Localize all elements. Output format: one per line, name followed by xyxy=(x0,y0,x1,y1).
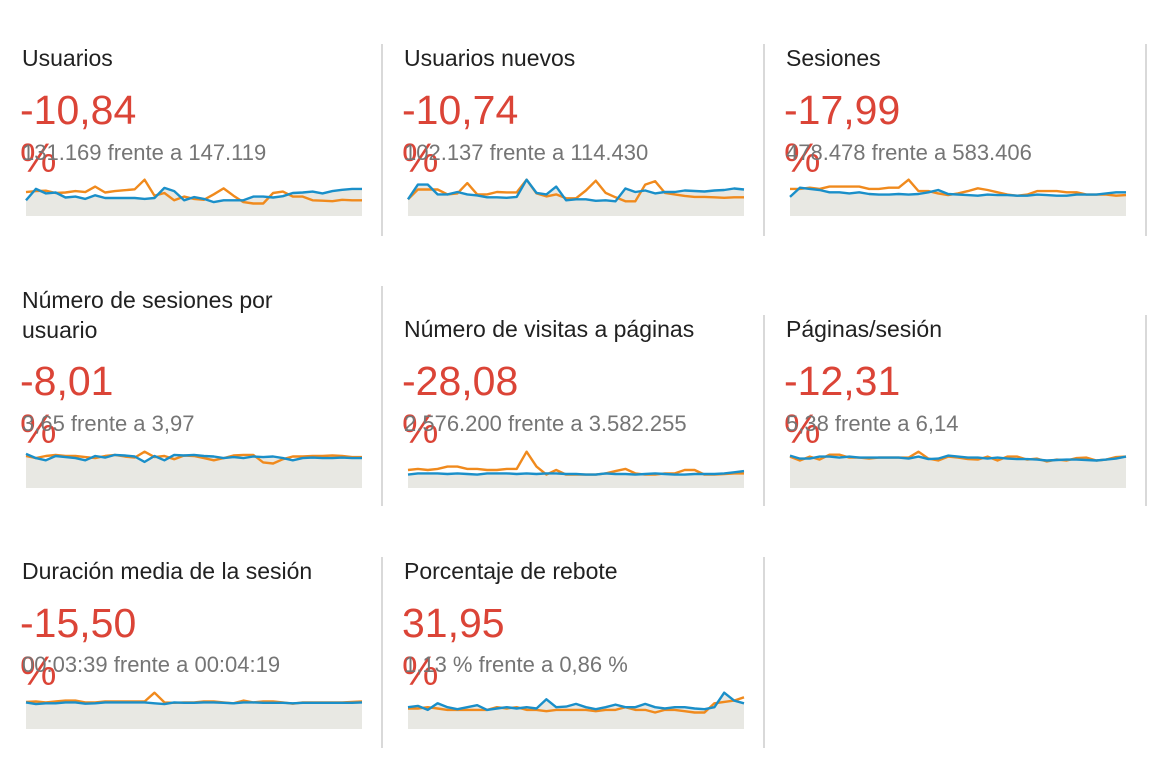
sparkline-current-line xyxy=(407,469,745,476)
sparkline xyxy=(789,178,1127,216)
sparkline-current-line xyxy=(25,701,363,706)
metric-comparison: 3,65 frente a 3,97 xyxy=(22,411,195,436)
metric-change: -17,99 % xyxy=(784,87,901,181)
metric-title: Páginas/sesión xyxy=(786,316,942,342)
sparkline-area xyxy=(26,702,362,729)
sparkline-current-line xyxy=(407,691,745,712)
metric-title: Porcentaje de rebote xyxy=(404,558,618,584)
divider xyxy=(1145,44,1147,236)
divider xyxy=(763,44,765,236)
sparkline-current-line xyxy=(25,186,362,204)
sparkline-previous-line xyxy=(407,450,744,476)
sparkline xyxy=(789,450,1127,488)
metric-comparison: 102.137 frente a 114.430 xyxy=(404,140,649,165)
divider xyxy=(763,557,765,748)
metric-title: Sesiones xyxy=(786,45,881,71)
metric-title: Usuarios xyxy=(22,45,113,71)
metric-comparison: 478.478 frente a 583.406 xyxy=(786,140,1032,165)
metric-title: Duración media de la sesión xyxy=(22,558,313,584)
metric-title: Número de sesiones por usuario xyxy=(22,287,273,343)
metric-change: -10,74 % xyxy=(402,87,519,181)
divider xyxy=(381,286,383,506)
sparkline-previous-line xyxy=(25,178,362,205)
divider xyxy=(1145,315,1147,506)
sparkline-area xyxy=(26,187,362,216)
metric-change: -10,84 % xyxy=(20,87,137,181)
divider xyxy=(381,44,383,236)
divider xyxy=(763,315,765,506)
divider xyxy=(381,557,383,748)
sparkline-current-line xyxy=(789,186,1126,198)
metric-change: 31,95 % xyxy=(402,600,505,694)
sparkline-current-line xyxy=(25,452,362,464)
metric-comparison: 00:03:39 frente a 00:04:19 xyxy=(22,652,281,677)
metric-title: Número de visitas a páginas xyxy=(404,316,695,342)
sparkline-current-line xyxy=(407,178,745,203)
metric-title: Usuarios nuevos xyxy=(404,45,576,71)
metric-change: -12,31 % xyxy=(784,358,901,452)
metric-change: -15,50 % xyxy=(20,600,137,694)
sparkline-area xyxy=(408,179,744,216)
metric-comparison: 131.169 frente a 147.119 xyxy=(22,140,267,165)
sparkline xyxy=(407,691,745,729)
sparkline xyxy=(407,450,745,488)
metric-comparison: 5,38 frente a 6,14 xyxy=(786,411,959,436)
sparkline-previous-line xyxy=(408,696,745,714)
sparkline-area xyxy=(408,471,744,488)
sparkline xyxy=(407,178,745,216)
metric-comparison: 2.576.200 frente a 3.582.255 xyxy=(404,411,687,436)
sparkline xyxy=(25,178,362,216)
metric-comparison: 1,13 % frente a 0,86 % xyxy=(404,652,628,677)
sparkline-area xyxy=(790,455,1126,488)
sparkline-current-line xyxy=(789,454,1127,462)
sparkline xyxy=(25,450,362,488)
metric-change: -28,08 % xyxy=(402,358,519,452)
sparkline xyxy=(25,691,363,729)
metric-change: -8,01 % xyxy=(20,358,114,452)
